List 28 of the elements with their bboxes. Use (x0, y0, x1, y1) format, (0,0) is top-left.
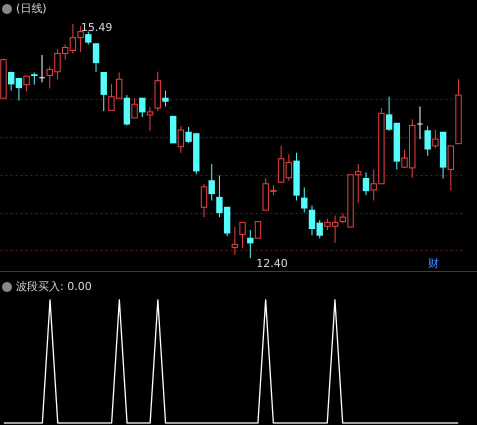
candlestick (432, 130, 439, 149)
candlestick (247, 229, 254, 258)
candlestick (100, 72, 107, 112)
candlestick (23, 74, 30, 92)
candlestick (200, 183, 208, 218)
candlestick (448, 145, 454, 192)
candlestick (139, 98, 146, 118)
candlestick (131, 98, 138, 118)
candlestick (416, 106, 424, 140)
candlestick (38, 54, 46, 83)
candlestick (178, 126, 184, 154)
candlestick (92, 43, 100, 72)
candlestick (254, 221, 262, 239)
candlestick (162, 90, 169, 108)
candlestick (146, 106, 154, 132)
annotation: 财 (428, 256, 439, 271)
candlestick (85, 31, 92, 45)
candlestick (239, 222, 246, 249)
chart-title: (日线) (16, 1, 47, 16)
candlestick (208, 164, 215, 201)
annotation: 15.49 (80, 21, 112, 34)
chart-title: 波段买入: 0.00 (16, 279, 92, 294)
candlestick (301, 187, 308, 214)
candlestick (232, 226, 238, 256)
candlestick (362, 172, 370, 196)
candlestick (31, 72, 38, 86)
annotation: 12.40 (256, 257, 288, 270)
candlestick (424, 126, 431, 156)
